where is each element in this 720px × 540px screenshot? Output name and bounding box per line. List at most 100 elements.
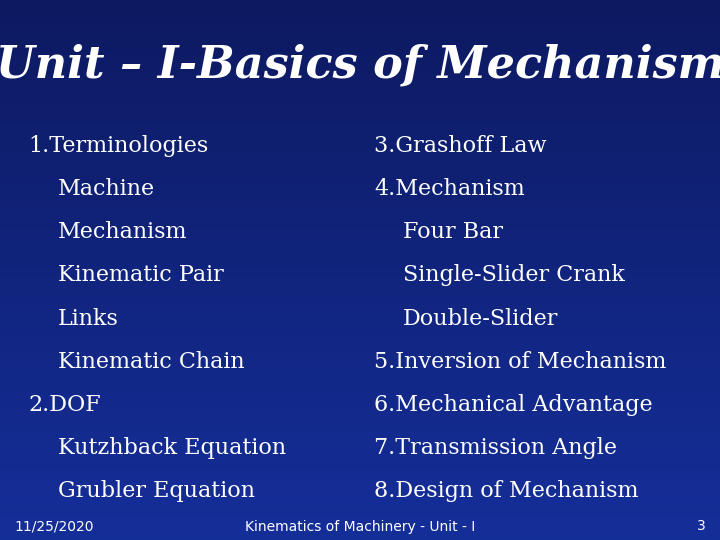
Bar	[0, 437, 720, 439]
Text: Kinematic Chain: Kinematic Chain	[58, 351, 244, 373]
Bar	[0, 351, 720, 353]
Bar	[0, 538, 720, 540]
Text: 11/25/2020: 11/25/2020	[14, 519, 94, 534]
Bar	[0, 263, 720, 265]
Bar	[0, 528, 720, 529]
Text: Links: Links	[58, 308, 119, 329]
Bar	[0, 339, 720, 340]
Bar	[0, 173, 720, 174]
Bar	[0, 340, 720, 342]
Bar	[0, 481, 720, 482]
Bar	[0, 286, 720, 288]
Bar	[0, 502, 720, 504]
Bar	[0, 452, 720, 454]
Bar	[0, 241, 720, 243]
Bar	[0, 282, 720, 285]
Bar	[0, 270, 720, 272]
Bar	[0, 407, 720, 409]
Bar	[0, 396, 720, 398]
Bar	[0, 218, 720, 220]
Bar	[0, 414, 720, 416]
Bar	[0, 160, 720, 162]
Bar	[0, 466, 720, 468]
Bar	[0, 96, 720, 97]
Bar	[0, 137, 720, 139]
Bar	[0, 184, 720, 185]
Bar	[0, 232, 720, 234]
Bar	[0, 112, 720, 113]
Text: Kutzhback Equation: Kutzhback Equation	[58, 437, 286, 459]
Bar	[0, 54, 720, 56]
Text: 4.Mechanism: 4.Mechanism	[374, 178, 525, 200]
Bar	[0, 531, 720, 533]
Bar	[0, 99, 720, 101]
Bar	[0, 455, 720, 457]
Text: 8.Design of Mechanism: 8.Design of Mechanism	[374, 481, 639, 502]
Bar	[0, 65, 720, 66]
Bar	[0, 59, 720, 61]
Bar	[0, 103, 720, 104]
Bar	[0, 360, 720, 362]
Bar	[0, 412, 720, 414]
Bar	[0, 120, 720, 123]
Bar	[0, 108, 720, 110]
Bar	[0, 331, 720, 333]
Bar	[0, 25, 720, 27]
Bar	[0, 214, 720, 216]
Bar	[0, 5, 720, 7]
Bar	[0, 535, 720, 536]
Bar	[0, 11, 720, 12]
Bar	[0, 493, 720, 495]
Bar	[0, 220, 720, 221]
Bar	[0, 171, 720, 173]
Bar	[0, 185, 720, 187]
Bar	[0, 150, 720, 151]
Bar	[0, 315, 720, 317]
Bar	[0, 385, 720, 387]
Bar	[0, 34, 720, 36]
Bar	[0, 189, 720, 191]
Bar	[0, 304, 720, 306]
Bar	[0, 536, 720, 538]
Bar	[0, 484, 720, 486]
Bar	[0, 88, 720, 90]
Bar	[0, 299, 720, 301]
Bar	[0, 66, 720, 69]
Bar	[0, 444, 720, 447]
Bar	[0, 191, 720, 193]
Bar	[0, 130, 720, 131]
Bar	[0, 374, 720, 376]
Bar	[0, 38, 720, 39]
Bar	[0, 309, 720, 312]
Bar	[0, 69, 720, 70]
Bar	[0, 410, 720, 412]
Bar	[0, 205, 720, 207]
Bar	[0, 416, 720, 417]
Bar	[0, 363, 720, 366]
Bar	[0, 378, 720, 380]
Bar	[0, 491, 720, 493]
Bar	[0, 255, 720, 258]
Bar	[0, 477, 720, 479]
Bar	[0, 362, 720, 363]
Bar	[0, 144, 720, 146]
Bar	[0, 31, 720, 32]
Bar	[0, 164, 720, 166]
Bar	[0, 32, 720, 34]
Bar	[0, 333, 720, 335]
Bar	[0, 293, 720, 295]
Bar	[0, 403, 720, 405]
Bar	[0, 86, 720, 88]
Bar	[0, 369, 720, 371]
Bar	[0, 139, 720, 140]
Bar	[0, 27, 720, 29]
Bar	[0, 124, 720, 126]
Bar	[0, 312, 720, 313]
Bar	[0, 115, 720, 117]
Bar	[0, 525, 720, 528]
Bar	[0, 434, 720, 436]
Bar	[0, 258, 720, 259]
Bar	[0, 42, 720, 43]
Bar	[0, 501, 720, 502]
Bar	[0, 85, 720, 86]
